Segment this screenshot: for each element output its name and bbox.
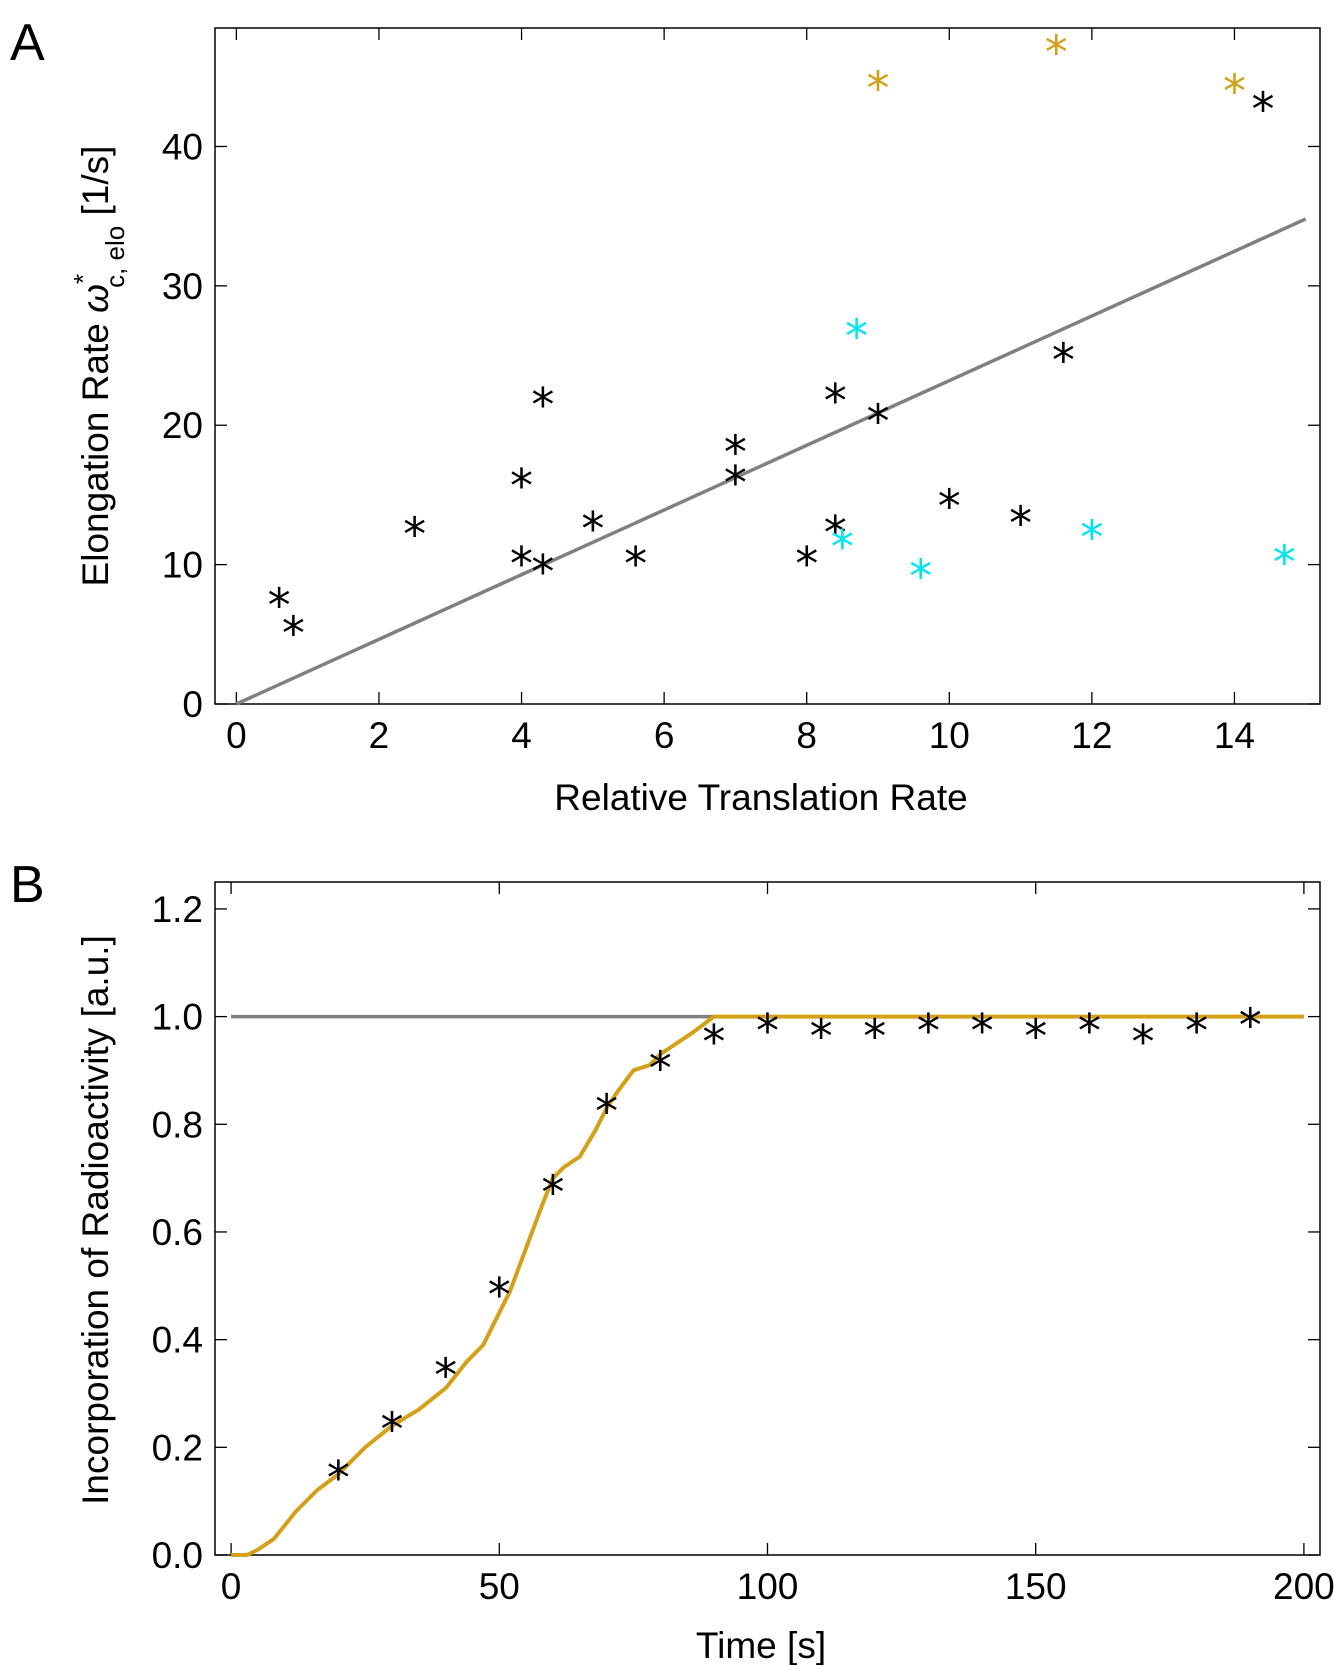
panel-1-y-tick-label: 1.2: [152, 889, 203, 930]
data-point: *: [595, 1085, 618, 1139]
data-point-cyan: *: [831, 520, 854, 574]
panel-a-plot-frame: [214, 27, 1321, 705]
data-point: *: [381, 1402, 404, 1456]
panel-a-data-points: **************** ******* ****: [268, 25, 1296, 660]
data-point: *: [1185, 1004, 1208, 1058]
data-point-black: *: [938, 480, 961, 534]
panel-b-label: B: [10, 856, 45, 914]
fit-line: [235, 217, 1307, 706]
data-point: *: [327, 1451, 350, 1505]
data-point-black: *: [1251, 82, 1274, 136]
data-point-black: *: [282, 607, 305, 661]
panel-0-x-tick-label: 10: [929, 715, 970, 756]
panel-b-data-points: * * * * * * * * * * * * * * * * * *: [327, 999, 1262, 1505]
panel-0-x-tick-label: 4: [511, 715, 532, 756]
y-label-superscript: *: [68, 274, 98, 284]
data-point: *: [1078, 1004, 1101, 1058]
data-point-cyan: *: [909, 549, 932, 603]
data-point: *: [917, 1004, 940, 1058]
data-point-black: *: [724, 456, 747, 510]
panel-0-x-tick-label: 8: [796, 715, 817, 756]
panel-1-x-tick-label: 0: [221, 1566, 242, 1607]
data-point: *: [434, 1349, 457, 1403]
data-point: *: [488, 1268, 511, 1322]
data-point: *: [541, 1166, 564, 1220]
panel-1-x-tick-label: 50: [479, 1566, 520, 1607]
panel-0-y-tick-label: 0: [182, 684, 203, 725]
panel-0-y-tick-label: 40: [162, 126, 203, 167]
panel-a-ticks: 0 2 4 6 8 10 12 14 0 10 20 30 40: [162, 28, 1320, 756]
data-point-black: *: [867, 395, 890, 449]
data-point-gold: *: [867, 62, 890, 116]
y-label-unit: [1/s]: [75, 146, 116, 226]
panel-b-lines: [231, 1014, 1304, 1557]
data-point-black: *: [1009, 496, 1032, 550]
panel-0-y-tick-label: 30: [162, 266, 203, 307]
data-point: *: [702, 1015, 725, 1069]
panel-1-y-tick-label: 0.0: [152, 1535, 203, 1576]
data-point-black: *: [824, 506, 847, 560]
data-point: *: [810, 1009, 833, 1063]
data-point: *: [756, 1004, 779, 1058]
y-label-subscript: c, elo: [100, 226, 130, 288]
data-point-black: *: [510, 537, 533, 591]
data-point: *: [1239, 999, 1262, 1053]
panel-1-x-tick-label: 100: [737, 1566, 799, 1607]
panel-a-y-axis-label: Elongation Rate ω*c, elo [1/s]: [68, 146, 130, 587]
panel-1-y-tick-label: 0.6: [152, 1212, 203, 1253]
data-point: *: [971, 1004, 994, 1058]
data-point-black: *: [510, 459, 533, 513]
data-point-gold: *: [1045, 25, 1068, 79]
panel-0-x-tick-label: 0: [226, 715, 247, 756]
panel-0-y-tick-label: 20: [162, 405, 203, 446]
data-point: *: [649, 1042, 672, 1096]
panel-1-y-tick-label: 0.8: [152, 1104, 203, 1145]
y-label-symbol: ω: [75, 284, 116, 313]
panel-0-x-tick-label: 2: [369, 715, 390, 756]
panel-1-y-tick-label: 0.2: [152, 1427, 203, 1468]
panel-a-fit-line: [235, 217, 1307, 706]
data-point-black: *: [581, 502, 604, 556]
data-point-cyan: *: [845, 310, 868, 364]
data-point-cyan: *: [1080, 510, 1103, 564]
panel-0-x-tick-label: 14: [1214, 715, 1255, 756]
panel-1-y-tick-label: 0.4: [152, 1320, 203, 1361]
data-point-black: *: [268, 579, 291, 633]
model-curve: [231, 1014, 1304, 1557]
panel-0-y-tick-label: 10: [162, 545, 203, 586]
panel-1-y-tick-label: 1.0: [152, 997, 203, 1038]
y-label-main: Elongation Rate: [75, 313, 116, 587]
data-point: *: [1131, 1015, 1154, 1069]
panel-a-label: A: [10, 14, 45, 72]
data-point-black: *: [531, 378, 554, 432]
panel-0-x-tick-label: 12: [1071, 715, 1112, 756]
data-point-black: *: [795, 537, 818, 591]
panel-a-x-axis-label: Relative Translation Rate: [554, 777, 967, 818]
data-point: *: [1024, 1009, 1047, 1063]
data-point-black: *: [1052, 333, 1075, 387]
panel-1-x-tick-label: 200: [1273, 1566, 1334, 1607]
data-point-black: *: [724, 425, 747, 479]
data-point-gold: *: [1223, 64, 1246, 118]
data-point-cyan: *: [1273, 535, 1296, 589]
panel-0-x-tick-label: 6: [654, 715, 675, 756]
panel-b-ticks: 0 50 100 150 200 0.0 0.2 0.4 0.6 0.8 1.0 1.2: [152, 882, 1334, 1607]
panel-b-y-axis-label: Incorporation of Radioactivity [a.u.]: [75, 935, 116, 1505]
data-point-black: *: [403, 508, 426, 562]
data-point-black: *: [824, 374, 847, 428]
panel-1-x-tick-label: 150: [1005, 1566, 1067, 1607]
data-point-black: *: [531, 545, 554, 599]
data-point-black: *: [624, 537, 647, 591]
data-point: *: [863, 1009, 886, 1063]
panel-b-x-axis-label: Time [s]: [696, 1625, 826, 1665]
